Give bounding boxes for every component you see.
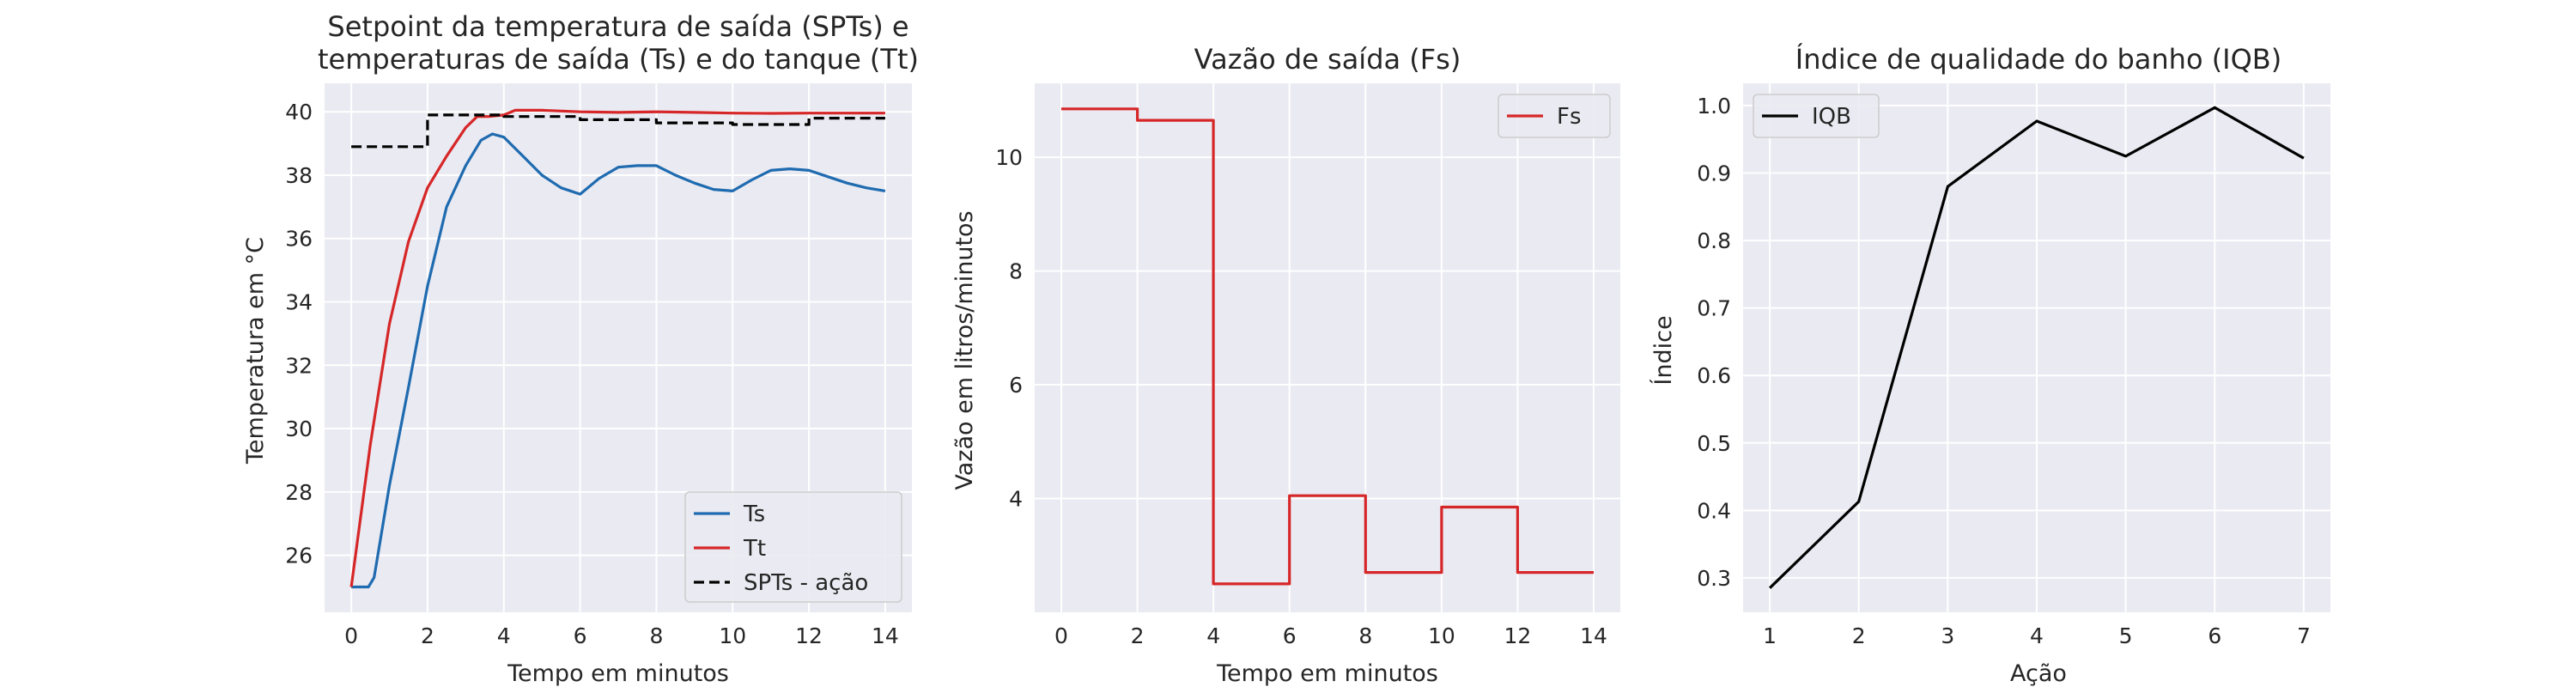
y-tick-label: 28: [285, 480, 313, 505]
x-tick-label: 5: [2119, 623, 2133, 648]
legend-label: Tt: [743, 536, 766, 562]
legend: Fs: [1498, 94, 1611, 138]
x-tick-label: 4: [1206, 623, 1220, 648]
y-tick-label: 30: [285, 416, 313, 441]
x-tick-label: 4: [497, 623, 511, 648]
legend-box: [1498, 94, 1611, 138]
y-tick-label: 26: [285, 544, 313, 568]
series-line-spts-a-o: [351, 113, 885, 149]
y-tick-label: 0.6: [1697, 363, 1731, 388]
x-axis-label: Tempo em minutos: [1216, 660, 1438, 687]
y-tick-label: 6: [1009, 373, 1023, 398]
chart-title: Índice de qualidade do banho (IQB): [1795, 43, 2281, 76]
legend: IQB: [1753, 94, 1880, 138]
y-tick-labels: 0.3 0.4 0.5 0.6 0.7 0.8 0.9 1.0: [1697, 94, 1731, 591]
legend-box: [684, 491, 902, 603]
x-axis-label: Ação: [2010, 660, 2067, 687]
chart-title-line-2: temperaturas de saída (Ts) e do tanque (…: [318, 43, 919, 76]
y-tick-label: 0.8: [1697, 228, 1731, 253]
x-tick-label: 6: [1283, 623, 1297, 648]
y-tick-labels: 4 6 8 10: [995, 145, 1023, 511]
x-tick-label: 12: [1504, 623, 1532, 648]
y-tick-label: 10: [995, 145, 1023, 170]
x-tick-label: 0: [344, 623, 358, 648]
x-tick-label: 8: [1358, 623, 1372, 648]
plot-area: [1035, 83, 1620, 612]
y-tick-label: 8: [1009, 259, 1023, 284]
series-lines: [1061, 107, 1594, 586]
x-tick-labels: 1 2 3 4 5 6 7: [1763, 623, 2311, 648]
legend-box: [1753, 94, 1880, 138]
y-axis-label: Temperatura em °C: [242, 237, 269, 465]
y-axis-label: Vazão em litros/minutos: [951, 210, 978, 489]
grid: [1743, 83, 2330, 612]
x-tick-label: 0: [1054, 623, 1068, 648]
x-tick-label: 4: [2030, 623, 2044, 648]
x-tick-label: 12: [795, 623, 823, 648]
y-tick-label: 0.5: [1697, 431, 1731, 456]
y-tick-label: 0.4: [1697, 498, 1731, 523]
x-tick-label: 1: [1763, 623, 1777, 648]
flow-chart-panel: 0 2 4 6 8 10 12 14 4 6 8 10 Vazão de saída (Fs) Te…: [951, 43, 1620, 687]
series-lines: [1768, 106, 2305, 589]
y-tick-label: 4: [1009, 487, 1023, 512]
series-line-fs: [1061, 107, 1594, 586]
x-tick-label: 7: [2297, 623, 2311, 648]
legend-label: Ts: [743, 502, 765, 527]
y-tick-label: 0.3: [1697, 566, 1731, 591]
y-tick-label: 36: [285, 227, 313, 252]
series-line-iqb: [1768, 106, 2305, 589]
iqb-chart-panel: 1 2 3 4 5 6 7 0.3 0.4 0.5 0.6 0.7 0.8 0.9 1.0 Índice …: [1649, 43, 2330, 687]
temperature-chart-panel: 0 2 4 6 8 10 12 14 26 28 30 32 34 36 38 40 Setpoint da…: [242, 10, 919, 687]
legend-label: Fs: [1557, 104, 1582, 130]
x-tick-label: 6: [2208, 623, 2221, 648]
legend: Ts Tt SPTs - ação: [684, 491, 902, 603]
x-tick-label: 6: [574, 623, 587, 648]
legend-label: IQB: [1812, 104, 1851, 130]
x-tick-label: 14: [1580, 623, 1607, 648]
series-lines: [349, 108, 886, 589]
x-tick-label: 2: [421, 623, 434, 648]
y-tick-labels: 26 28 30 32 34 36 38 40: [285, 100, 313, 568]
x-tick-label: 8: [649, 623, 663, 648]
x-tick-label: 10: [1428, 623, 1455, 648]
series-line-ts: [351, 132, 886, 589]
legend-label: SPTs - ação: [744, 570, 868, 596]
y-tick-label: 34: [285, 290, 313, 315]
y-tick-label: 38: [285, 163, 313, 188]
x-axis-label: Tempo em minutos: [507, 660, 729, 687]
x-tick-label: 2: [1131, 623, 1145, 648]
series-line-tt: [349, 108, 885, 587]
y-tick-label: 0.7: [1697, 296, 1731, 321]
x-tick-label: 14: [872, 623, 899, 648]
y-tick-label: 32: [285, 353, 313, 378]
y-axis-label: Índice: [1649, 315, 1677, 385]
x-tick-labels: 0 2 4 6 8 10 12 14: [344, 623, 899, 648]
x-tick-label: 2: [1852, 623, 1866, 648]
x-tick-labels: 0 2 4 6 8 10 12 14: [1054, 623, 1607, 648]
chart-title-line-1: Setpoint da temperatura de saída (SPTs) …: [327, 10, 908, 43]
x-tick-label: 10: [719, 623, 746, 648]
y-tick-label: 0.9: [1697, 161, 1731, 186]
y-tick-label: 1.0: [1697, 94, 1731, 119]
chart-title: Vazão de saída (Fs): [1194, 43, 1461, 76]
x-tick-label: 3: [1941, 623, 1954, 648]
y-tick-label: 40: [285, 100, 313, 125]
